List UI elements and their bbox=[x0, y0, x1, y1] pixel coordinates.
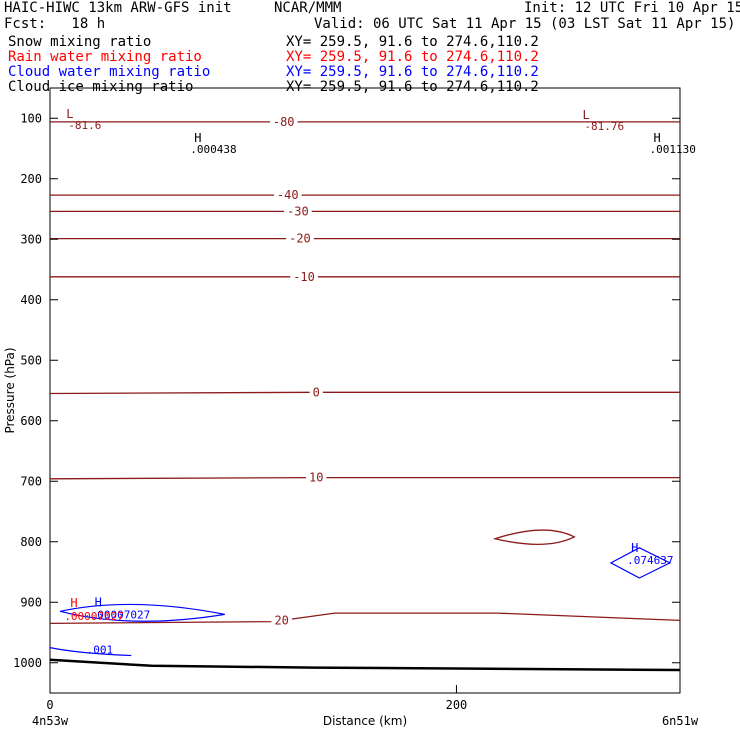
maximum-value: .00007027 bbox=[64, 610, 124, 623]
maximum-value: .074637 bbox=[627, 554, 673, 567]
maximum-symbol: H bbox=[631, 541, 638, 555]
cloud-water-contour bbox=[60, 603, 225, 622]
isotherm-label-bg bbox=[306, 471, 327, 484]
y-tick-label: 900 bbox=[20, 595, 42, 609]
minimum-value: -81.6 bbox=[68, 119, 101, 132]
center-title: NCAR/MMM bbox=[274, 0, 342, 16]
terrain-surface-line bbox=[49, 658, 681, 672]
y-tick-label: 700 bbox=[20, 474, 42, 488]
field-label-snow: Snow mixing ratio bbox=[8, 34, 152, 50]
isotherm-label-bg bbox=[286, 232, 314, 245]
isotherm-label-bg bbox=[269, 115, 298, 128]
y-axis-title: Pressure (hPa) bbox=[3, 347, 17, 433]
isotherm-label: 20 bbox=[274, 613, 288, 627]
contour-value: .001 bbox=[87, 644, 114, 657]
isotherm-line bbox=[49, 391, 680, 395]
isotherm-label-bg bbox=[271, 614, 292, 627]
maximum-value: .00007027 bbox=[91, 608, 151, 621]
x-tick-label: 0 bbox=[46, 698, 53, 712]
isotherm-label: -10 bbox=[293, 270, 315, 284]
isotherm-line bbox=[49, 476, 680, 480]
field-xy-cloud-water: XY= 259.5, 91.6 to 274.6,110.2 bbox=[286, 64, 539, 80]
field-label-cloud-ice: Cloud ice mixing ratio bbox=[8, 79, 194, 95]
maximum-value: .001130 bbox=[650, 143, 696, 156]
y-tick-label: 500 bbox=[20, 353, 42, 367]
y-tick-label: 600 bbox=[20, 414, 42, 428]
x-start-label: 4n53w bbox=[32, 714, 69, 728]
field-label-cloud-water: Cloud water mixing ratio bbox=[8, 64, 211, 80]
y-tick-label: 800 bbox=[20, 535, 42, 549]
isotherm-closed-contour bbox=[492, 529, 576, 545]
model-title: HAIC-HIWC 13km ARW-GFS init bbox=[4, 0, 232, 16]
minimum-value: -81.76 bbox=[584, 120, 624, 133]
isotherm-label-bg bbox=[290, 270, 318, 283]
x-tick-label: 200 bbox=[446, 698, 468, 712]
x-end-label: 6n51w bbox=[662, 714, 699, 728]
plot-frame bbox=[49, 87, 681, 694]
y-tick-label: 200 bbox=[20, 172, 42, 186]
isotherm-line bbox=[49, 612, 681, 625]
maximum-symbol: H bbox=[194, 131, 201, 145]
valid-time: Valid: 06 UTC Sat 11 Apr 15 (03 LST Sat … bbox=[314, 16, 736, 32]
minimum-symbol: L bbox=[582, 108, 589, 122]
y-tick-label: 400 bbox=[20, 293, 42, 307]
field-label-rain: Rain water mixing ratio bbox=[8, 49, 202, 65]
maximum-value: .000438 bbox=[190, 143, 236, 156]
isotherm-label-bg bbox=[284, 205, 312, 218]
field-xy-rain: XY= 259.5, 91.6 to 274.6,110.2 bbox=[286, 49, 539, 65]
isotherm-label: -80 bbox=[273, 115, 295, 129]
isotherm-label: 0 bbox=[313, 385, 320, 399]
field-xy-snow: XY= 259.5, 91.6 to 274.6,110.2 bbox=[286, 34, 539, 50]
isotherm-label: -30 bbox=[287, 204, 309, 218]
init-time: Init: 12 UTC Fri 10 Apr 15 bbox=[524, 0, 740, 16]
cloud-water-contour bbox=[609, 547, 672, 579]
minimum-symbol: L bbox=[66, 107, 73, 121]
isotherm-label-bg bbox=[273, 189, 302, 202]
field-xy-cloud-ice: XY= 259.5, 91.6 to 274.6,110.2 bbox=[286, 79, 539, 95]
maximum-symbol: H bbox=[95, 595, 102, 609]
isotherm-label: 10 bbox=[309, 471, 323, 485]
y-tick-label: 300 bbox=[20, 232, 42, 246]
cloud-water-contour bbox=[49, 647, 132, 657]
isotherm-label-bg bbox=[309, 386, 323, 399]
y-tick-label: 1000 bbox=[13, 656, 42, 670]
isotherm-label: -40 bbox=[277, 188, 299, 202]
maximum-symbol: H bbox=[654, 131, 661, 145]
y-tick-label: 100 bbox=[20, 111, 42, 125]
x-axis-title: Distance (km) bbox=[323, 714, 407, 728]
maximum-symbol: H bbox=[70, 596, 77, 610]
isotherm-label: -20 bbox=[289, 232, 311, 246]
forecast-hour: Fcst: 18 h bbox=[4, 16, 106, 32]
